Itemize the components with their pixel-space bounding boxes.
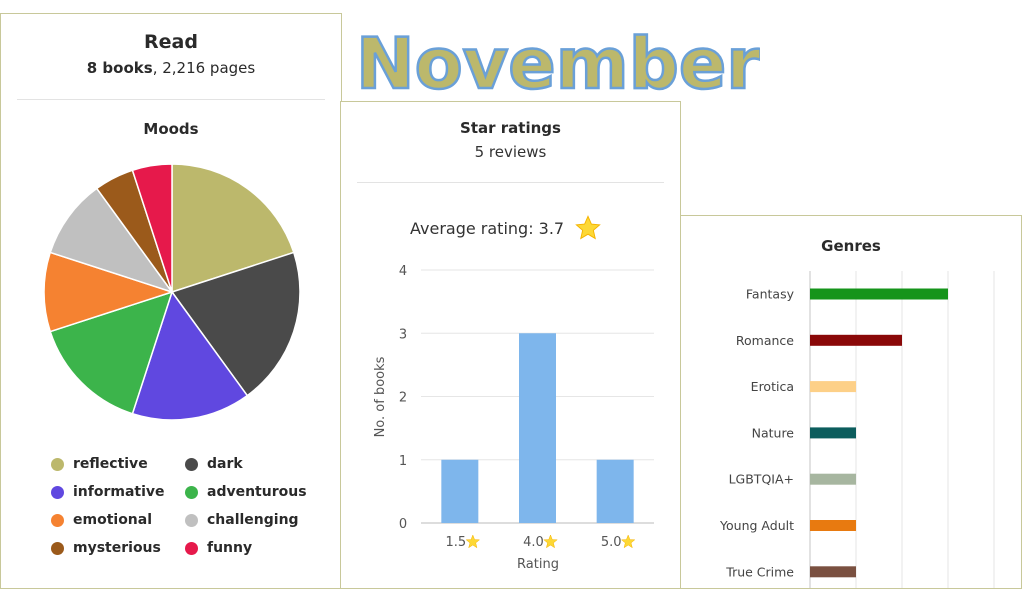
- star-icon: [575, 215, 601, 240]
- legend-item-mysterious: mysterious: [51, 540, 161, 556]
- pie-slice-dark: [170, 251, 301, 397]
- genre-label: Romance: [736, 333, 794, 348]
- genre-label: LGBTQIA+: [729, 472, 794, 487]
- bar-1.5: [441, 459, 479, 523]
- y-axis-label: No. of books: [373, 356, 388, 437]
- pie-slice-funny: [131, 163, 173, 293]
- x-tick-label: 1.5: [445, 534, 481, 550]
- x-axis-label: Rating: [517, 557, 559, 572]
- legend-item-dark: dark: [185, 456, 243, 472]
- pie-slice-reflective: [171, 163, 295, 294]
- genres-title: Genres: [821, 237, 881, 255]
- star-ratings-card: Star ratings 5 reviews Average rating: 3…: [340, 101, 681, 589]
- genre-bar-True Crime: [810, 566, 856, 578]
- legend-label: challenging: [207, 512, 299, 528]
- read-books: 8 books: [86, 59, 153, 77]
- legend-item-funny: funny: [185, 540, 252, 556]
- bar-5.0: [596, 459, 634, 523]
- genre-label: Fantasy: [746, 287, 795, 302]
- legend-label: mysterious: [73, 540, 161, 556]
- legend-item-adventurous: adventurous: [185, 484, 307, 500]
- svg-text:5.0: 5.0: [601, 535, 622, 550]
- genre-label: Erotica: [751, 379, 794, 394]
- star-icon: [543, 534, 558, 549]
- read-summary: 8 books, 2,216 pages: [1, 59, 341, 77]
- legend-color-dot: [51, 485, 64, 499]
- legend-color-dot: [185, 541, 198, 555]
- star-icon: [620, 534, 636, 549]
- pie-slice-challenging: [49, 187, 174, 294]
- read-divider: [17, 99, 325, 100]
- star-icon: [465, 534, 481, 549]
- legend-item-reflective: reflective: [51, 456, 148, 472]
- genre-bar-Fantasy: [810, 288, 948, 300]
- legend-item-informative: informative: [51, 484, 165, 500]
- legend-label: reflective: [73, 456, 148, 472]
- ratings-subtitle: 5 reviews: [474, 143, 547, 161]
- genre-bar-Nature: [810, 427, 856, 439]
- ratings-divider: [357, 182, 664, 183]
- x-tick-label: 5.0: [601, 534, 636, 550]
- genre-bar-Romance: [810, 334, 902, 346]
- genre-bar-LGBTQIA+: [810, 473, 856, 485]
- legend-label: adventurous: [207, 484, 307, 500]
- genre-label: True Crime: [725, 564, 794, 579]
- genres-card: Genres Fantasy Romance Erotica Nature LGBTQI…: [680, 215, 1022, 589]
- legend-color-dot: [185, 485, 198, 499]
- svg-text:1.5: 1.5: [445, 535, 466, 550]
- y-tick-label: 1: [399, 454, 407, 469]
- ratings-bar-chart: 0 1 2 3 4 1.5 4.0 5.0 Rating No. of books: [373, 264, 654, 572]
- ratings-title: Star ratings: [460, 119, 561, 137]
- y-tick-label: 3: [399, 327, 407, 342]
- genre-bar-Young Adult: [810, 520, 856, 531]
- pie-slice-informative: [131, 290, 249, 421]
- read-moods-card: Read 8 books, 2,216 pages Moods reflecti…: [0, 13, 342, 589]
- legend-color-dot: [51, 541, 64, 555]
- legend-color-dot: [185, 457, 198, 471]
- genre-label: Young Adult: [719, 518, 794, 533]
- legend-label: dark: [207, 456, 243, 472]
- average-rating: Average rating: 3.7: [410, 214, 602, 242]
- moods-title: Moods: [143, 120, 199, 138]
- month-title-text: November: [356, 23, 760, 103]
- pie-slice-emotional: [43, 251, 175, 333]
- genre-label: Nature: [752, 425, 795, 440]
- average-rating-text: Average rating: 3.7: [410, 218, 565, 238]
- legend-label: funny: [207, 540, 253, 556]
- y-tick-label: 2: [399, 391, 407, 406]
- genre-bar-Erotica: [810, 381, 856, 393]
- legend-label: emotional: [73, 512, 153, 528]
- x-tick-label: 4.0: [523, 534, 558, 550]
- legend-color-dot: [185, 513, 198, 527]
- legend-color-dot: [51, 513, 64, 527]
- legend-item-challenging: challenging: [185, 512, 299, 528]
- bar-4.0: [519, 333, 556, 523]
- genres-bar-chart: Fantasy Romance Erotica Nature LGBTQIA+ Young…: [719, 271, 995, 588]
- legend-item-emotional: emotional: [51, 512, 152, 528]
- legend-color-dot: [51, 457, 64, 471]
- y-tick-label: 4: [399, 264, 407, 279]
- svg-text:4.0: 4.0: [523, 535, 544, 550]
- month-title: November: [355, 22, 760, 103]
- read-pages: , 2,216 pages: [152, 59, 256, 77]
- y-tick-label: 0: [399, 517, 407, 532]
- read-title: Read: [144, 31, 198, 53]
- moods-pie-chart: [43, 163, 301, 421]
- legend-label: informative: [73, 484, 165, 500]
